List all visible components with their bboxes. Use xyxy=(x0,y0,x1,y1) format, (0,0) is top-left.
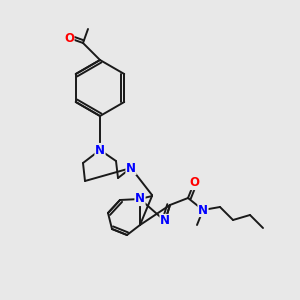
Text: N: N xyxy=(160,214,170,227)
Text: O: O xyxy=(189,176,199,190)
Text: O: O xyxy=(64,32,74,44)
Text: N: N xyxy=(126,161,136,175)
Text: N: N xyxy=(198,203,208,217)
Text: N: N xyxy=(135,193,145,206)
Text: N: N xyxy=(95,143,105,157)
